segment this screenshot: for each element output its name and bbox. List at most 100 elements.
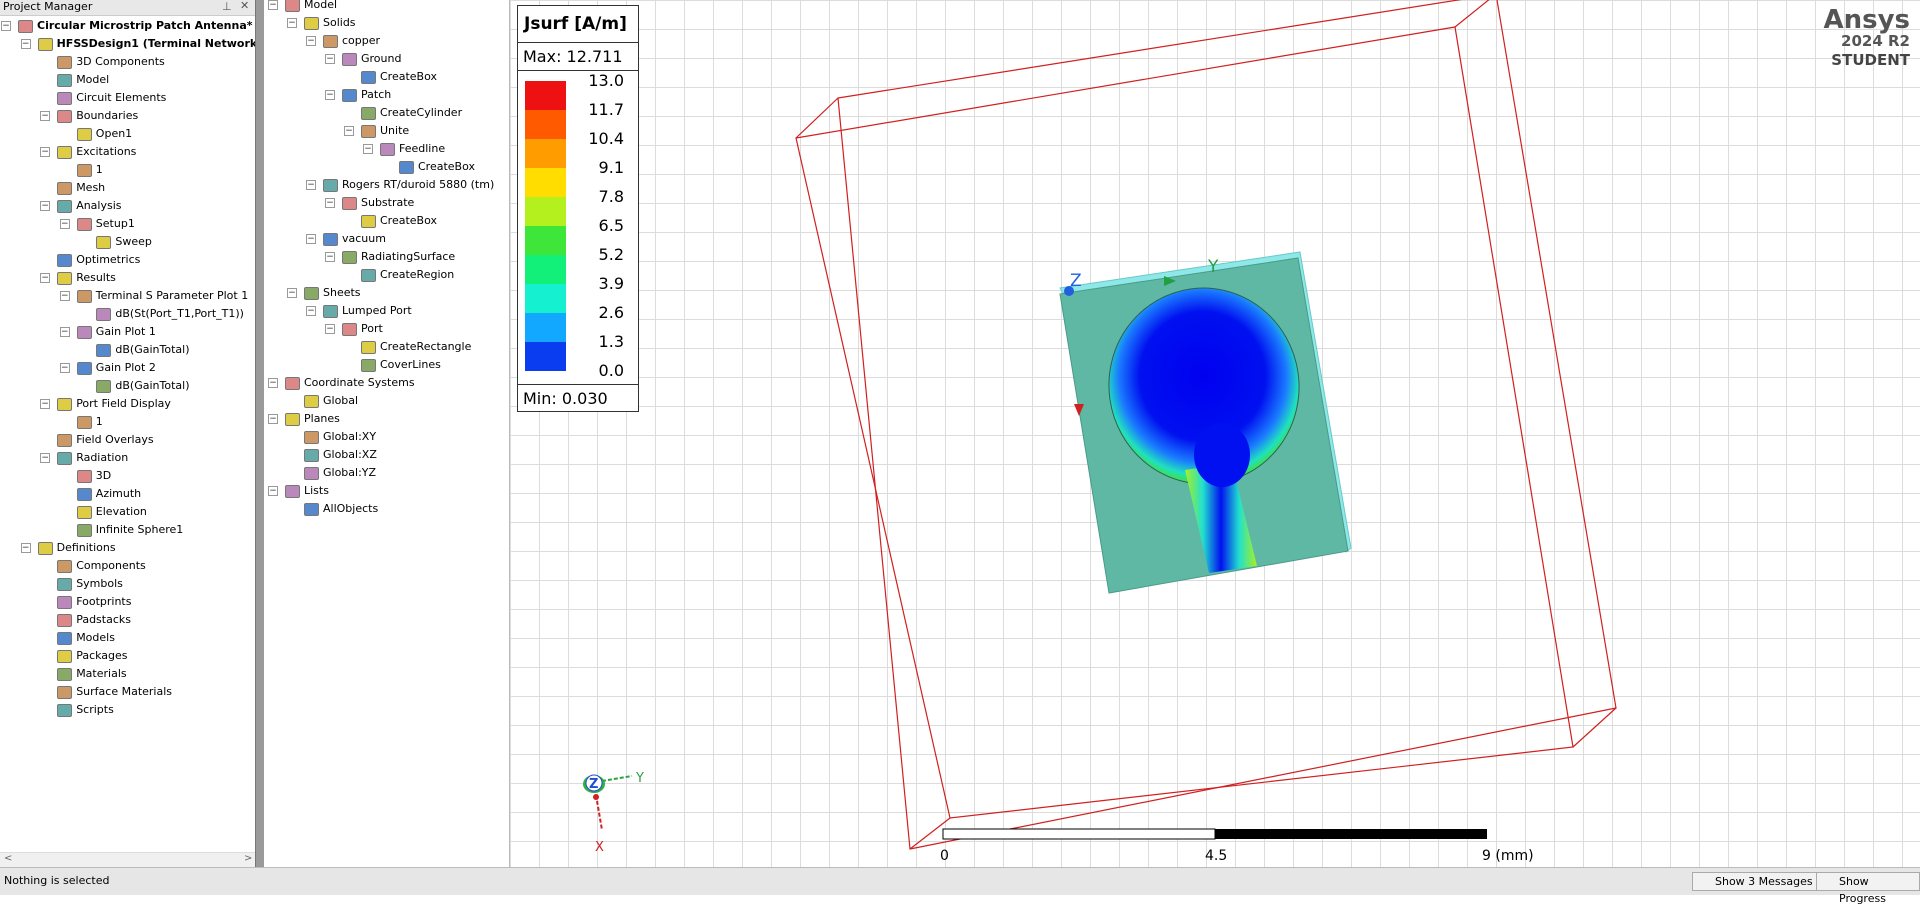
tree-item[interactable]: Gain Plot 1 [95, 325, 156, 338]
expand-toggle[interactable]: − [306, 36, 316, 46]
messages-button[interactable]: Show 3 Messages [1692, 872, 1820, 891]
expand-toggle[interactable]: − [344, 126, 354, 136]
tree-item[interactable]: Solids [323, 16, 356, 29]
expand-toggle[interactable]: − [59, 363, 70, 373]
tree-item[interactable]: CreateRectangle [380, 340, 472, 353]
tree-item[interactable]: 3D Components [76, 55, 165, 68]
expand-toggle[interactable]: − [363, 144, 373, 154]
pin-button[interactable]: ⊥ [222, 0, 232, 13]
tree-item[interactable]: Surface Materials [76, 685, 173, 698]
tree-item[interactable]: AllObjects [323, 502, 379, 515]
expand-toggle[interactable]: − [268, 378, 278, 388]
tree-item[interactable]: Results [76, 271, 116, 284]
tree-item[interactable]: Unite [380, 124, 410, 137]
expand-toggle[interactable]: − [287, 288, 297, 298]
tree-item[interactable]: Packages [76, 649, 128, 662]
tree-item[interactable]: Model [76, 73, 110, 86]
tree-item[interactable]: Symbols [76, 577, 123, 590]
horizontal-scrollbar[interactable]: < > [0, 852, 255, 867]
expand-toggle[interactable]: − [306, 180, 316, 190]
tree-item[interactable]: Global:XY [323, 430, 377, 443]
tree-item[interactable]: Planes [304, 412, 340, 425]
tree-item[interactable]: 1 [95, 415, 103, 428]
expand-toggle[interactable]: − [287, 18, 297, 28]
tree-item[interactable]: Port Field Display [76, 397, 171, 410]
tree-item[interactable]: Feedline [399, 142, 446, 155]
tree-item[interactable]: Open1 [95, 127, 133, 140]
expand-toggle[interactable]: − [40, 111, 51, 121]
tree-item[interactable]: vacuum [342, 232, 386, 245]
tree-item[interactable]: Global:XZ [323, 448, 377, 461]
expand-toggle[interactable]: − [40, 147, 51, 157]
expand-toggle[interactable]: − [59, 327, 70, 337]
tree-item[interactable]: Model [304, 0, 338, 11]
tree-item[interactable]: Global:YZ [323, 466, 377, 479]
tree-item[interactable]: HFSSDesign1 (Terminal Network)* [56, 37, 268, 50]
tree-item[interactable]: Lists [304, 484, 329, 497]
expand-toggle[interactable]: − [1, 21, 11, 31]
tree-item[interactable]: dB(St(Port_T1,Port_T1)) [115, 307, 244, 320]
expand-toggle[interactable]: − [325, 54, 335, 64]
expand-toggle[interactable]: − [20, 39, 31, 49]
tree-item[interactable]: CoverLines [380, 358, 441, 371]
expand-toggle[interactable]: − [268, 0, 278, 10]
tree-item[interactable]: Materials [76, 667, 127, 680]
tree-item[interactable]: 1 [95, 163, 103, 176]
expand-toggle[interactable]: − [268, 414, 278, 424]
progress-button[interactable]: Show Progress [1816, 872, 1920, 905]
tree-item[interactable]: 3D [95, 469, 112, 482]
expand-toggle[interactable]: − [40, 273, 51, 283]
tree-item[interactable]: dB(GainTotal) [115, 343, 190, 356]
tree-item[interactable]: Setup1 [95, 217, 135, 230]
tree-item[interactable]: Global [323, 394, 359, 407]
tree-item[interactable]: Models [76, 631, 115, 644]
tree-item[interactable]: CreateBox [380, 214, 437, 227]
tree-item[interactable]: Substrate [361, 196, 415, 209]
tree-item[interactable]: Ground [361, 52, 402, 65]
tree-item[interactable]: Excitations [76, 145, 137, 158]
expand-toggle[interactable]: − [59, 291, 70, 301]
expand-toggle[interactable]: − [40, 399, 51, 409]
tree-item[interactable]: Azimuth [95, 487, 142, 500]
close-button[interactable]: ✕ [240, 0, 250, 12]
expand-toggle[interactable]: − [59, 219, 70, 229]
tree-item[interactable]: Scripts [76, 703, 114, 716]
tree-item[interactable]: Boundaries [76, 109, 139, 122]
tree-item[interactable]: Elevation [95, 505, 147, 518]
expand-toggle[interactable]: − [306, 234, 316, 244]
expand-toggle[interactable]: − [325, 324, 335, 334]
tree-item[interactable]: Gain Plot 2 [95, 361, 156, 374]
tree-item[interactable]: CreateRegion [380, 268, 455, 281]
tree-item[interactable]: Optimetrics [76, 253, 141, 266]
tree-item[interactable]: Sweep [115, 235, 152, 248]
tree-item[interactable]: Patch [361, 88, 392, 101]
tree-item[interactable]: Analysis [76, 199, 122, 212]
tree-item[interactable]: Field Overlays [76, 433, 154, 446]
expand-toggle[interactable]: − [40, 201, 51, 211]
tree-item[interactable]: Coordinate Systems [304, 376, 415, 389]
tree-item[interactable]: Infinite Sphere1 [95, 523, 184, 536]
tree-item[interactable]: Circular Microstrip Patch Antenna* [37, 19, 253, 32]
tree-item[interactable]: CreateCylinder [380, 106, 463, 119]
tree-item[interactable]: CreateBox [418, 160, 475, 173]
tree-item[interactable]: copper [342, 34, 381, 47]
expand-toggle[interactable]: − [325, 90, 335, 100]
3d-viewport[interactable]: Z Y Z Y X 0 4.5 9 (mm) Ansys 202 [510, 0, 1920, 867]
tree-item[interactable]: RadiatingSurface [361, 250, 456, 263]
tree-item[interactable]: Circuit Elements [76, 91, 167, 104]
expand-toggle[interactable]: − [40, 453, 51, 463]
tree-item[interactable]: Components [76, 559, 146, 572]
tree-item[interactable]: Port [361, 322, 383, 335]
tree-item[interactable]: dB(GainTotal) [115, 379, 190, 392]
tree-item[interactable]: Mesh [76, 181, 106, 194]
tree-item[interactable]: CreateBox [380, 70, 437, 83]
tree-item[interactable]: Terminal S Parameter Plot 1 [95, 289, 249, 302]
expand-toggle[interactable]: − [20, 543, 31, 553]
tree-item[interactable]: Padstacks [76, 613, 131, 626]
expand-toggle[interactable]: − [306, 306, 316, 316]
tree-item[interactable]: Radiation [76, 451, 129, 464]
expand-toggle[interactable]: − [325, 252, 335, 262]
tree-item[interactable]: Footprints [76, 595, 132, 608]
expand-toggle[interactable]: − [325, 198, 335, 208]
expand-toggle[interactable]: − [268, 486, 278, 496]
